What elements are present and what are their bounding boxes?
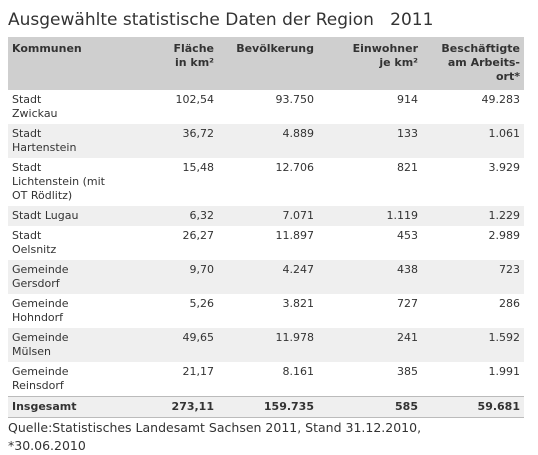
value-cell: 12.706 bbox=[275, 161, 315, 174]
value-cell: 3.821 bbox=[282, 297, 315, 310]
municipality-cell: Stadt Lugau bbox=[12, 209, 79, 222]
statistics-table: Kommunen Fläche in km² Bevölkerung Einwohner… bbox=[8, 37, 524, 418]
municipality-cell: Stadt Zwickau bbox=[12, 93, 58, 120]
value-cell: 438 bbox=[397, 263, 418, 276]
value-cell: 1.229 bbox=[488, 209, 521, 222]
municipality-cell: Gemeinde Mülsen bbox=[12, 331, 69, 358]
value-cell: 1.119 bbox=[386, 209, 419, 222]
municipality-cell: Stadt Oelsnitz bbox=[12, 229, 57, 256]
value-cell: 1.061 bbox=[488, 127, 521, 140]
column-header: Kommunen bbox=[12, 42, 82, 55]
column-header: Bevölkerung bbox=[236, 42, 314, 55]
value-cell: 9,70 bbox=[189, 263, 215, 276]
total-value: 59.681 bbox=[422, 396, 524, 418]
value-cell: 914 bbox=[397, 93, 418, 106]
value-cell: 5,26 bbox=[189, 297, 215, 310]
value-cell: 8.161 bbox=[282, 365, 315, 378]
table-row: Stadt Hartenstein 36,72 4.889 133 1.061 bbox=[8, 124, 524, 158]
value-cell: 7.071 bbox=[282, 209, 315, 222]
total-value: 273,11 bbox=[140, 396, 218, 418]
municipality-cell: Stadt Lichtenstein (mit OT Rödlitz) bbox=[12, 161, 105, 202]
table-row: Gemeinde Mülsen 49,65 11.978 241 1.592 bbox=[8, 328, 524, 362]
value-cell: 93.750 bbox=[275, 93, 315, 106]
value-cell: 3.929 bbox=[488, 161, 521, 174]
value-cell: 453 bbox=[397, 229, 418, 242]
municipality-cell: Stadt Hartenstein bbox=[12, 127, 77, 154]
municipality-cell: Gemeinde Hohndorf bbox=[12, 297, 69, 324]
value-cell: 727 bbox=[397, 297, 418, 310]
value-cell: 241 bbox=[397, 331, 418, 344]
value-cell: 2.989 bbox=[488, 229, 521, 242]
source-note: Quelle:Statistisches Landesamt Sachsen 2… bbox=[8, 420, 422, 453]
value-cell: 4.889 bbox=[282, 127, 315, 140]
municipality-cell: Gemeinde Gersdorf bbox=[12, 263, 69, 290]
table-row: Stadt Lichtenstein (mit OT Rödlitz) 15,48 12… bbox=[8, 158, 524, 206]
value-cell: 821 bbox=[397, 161, 418, 174]
value-cell: 723 bbox=[499, 263, 520, 276]
table-row: Stadt Oelsnitz 26,27 11.897 453 2.989 bbox=[8, 226, 524, 260]
total-value: 159.735 bbox=[218, 396, 318, 418]
value-cell: 11.978 bbox=[275, 331, 315, 344]
page-title: Ausgewählte statistische Daten der Regio… bbox=[8, 10, 434, 30]
value-cell: 4.247 bbox=[282, 263, 315, 276]
total-row: Insgesamt 273,11 159.735 585 59.681 bbox=[8, 396, 524, 418]
value-cell: 26,27 bbox=[182, 229, 215, 242]
table-row: Gemeinde Hohndorf 5,26 3.821 727 286 bbox=[8, 294, 524, 328]
value-cell: 1.592 bbox=[488, 331, 521, 344]
table-row: Gemeinde Reinsdorf 21,17 8.161 385 1.991 bbox=[8, 362, 524, 397]
value-cell: 49,65 bbox=[182, 331, 215, 344]
value-cell: 49.283 bbox=[481, 93, 521, 106]
total-label: Insgesamt bbox=[8, 396, 140, 418]
value-cell: 21,17 bbox=[182, 365, 215, 378]
table-row: Gemeinde Gersdorf 9,70 4.247 438 723 bbox=[8, 260, 524, 294]
value-cell: 286 bbox=[499, 297, 520, 310]
value-cell: 133 bbox=[397, 127, 418, 140]
column-header: Fläche in km² bbox=[173, 42, 214, 69]
value-cell: 385 bbox=[397, 365, 418, 378]
value-cell: 102,54 bbox=[175, 93, 215, 106]
table-body: Stadt Zwickau 102,54 93.750 914 49.283 Stadt Ha… bbox=[8, 90, 524, 418]
table-row: Stadt Lugau 6,32 7.071 1.119 1.229 bbox=[8, 206, 524, 226]
table-row: Stadt Zwickau 102,54 93.750 914 49.283 bbox=[8, 90, 524, 124]
value-cell: 1.991 bbox=[488, 365, 521, 378]
value-cell: 15,48 bbox=[182, 161, 215, 174]
value-cell: 6,32 bbox=[189, 209, 215, 222]
column-header: Einwohner je km² bbox=[352, 42, 418, 69]
value-cell: 11.897 bbox=[275, 229, 315, 242]
value-cell: 36,72 bbox=[182, 127, 215, 140]
total-value: 585 bbox=[318, 396, 422, 418]
municipality-cell: Gemeinde Reinsdorf bbox=[12, 365, 69, 392]
column-header: Beschäftigte am Arbeits-ort* bbox=[441, 42, 520, 83]
table-header-row: Kommunen Fläche in km² Bevölkerung Einwohner… bbox=[8, 37, 524, 90]
